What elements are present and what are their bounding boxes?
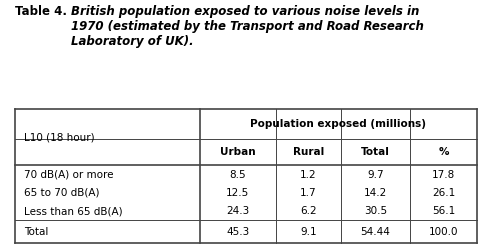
Text: 9.1: 9.1	[300, 227, 317, 237]
Text: 1.7: 1.7	[300, 188, 317, 198]
Text: Population exposed (millions): Population exposed (millions)	[250, 119, 427, 129]
Text: 65 to 70 dB(A): 65 to 70 dB(A)	[24, 188, 99, 198]
Text: Urban: Urban	[220, 147, 256, 157]
Text: 24.3: 24.3	[226, 206, 249, 216]
Text: 14.2: 14.2	[364, 188, 387, 198]
Text: Total: Total	[361, 147, 390, 157]
Text: Less than 65 dB(A): Less than 65 dB(A)	[24, 206, 123, 216]
Text: 6.2: 6.2	[300, 206, 317, 216]
Text: 12.5: 12.5	[226, 188, 249, 198]
Text: 30.5: 30.5	[364, 206, 387, 216]
Text: 70 dB(A) or more: 70 dB(A) or more	[24, 170, 113, 180]
Text: British population exposed to various noise levels in
1970 (estimated by the Tra: British population exposed to various no…	[71, 5, 424, 48]
Text: 56.1: 56.1	[432, 206, 455, 216]
Text: 100.0: 100.0	[429, 227, 458, 237]
Text: 8.5: 8.5	[229, 170, 246, 180]
Text: 17.8: 17.8	[432, 170, 455, 180]
Text: 45.3: 45.3	[226, 227, 249, 237]
Text: %: %	[438, 147, 449, 157]
Text: L10 (18 hour): L10 (18 hour)	[24, 132, 94, 142]
Text: 54.44: 54.44	[360, 227, 391, 237]
Text: 26.1: 26.1	[432, 188, 455, 198]
Text: Rural: Rural	[293, 147, 324, 157]
Text: Table 4.: Table 4.	[15, 5, 67, 18]
Text: 9.7: 9.7	[367, 170, 384, 180]
Text: 1.2: 1.2	[300, 170, 317, 180]
Text: Total: Total	[24, 227, 48, 237]
